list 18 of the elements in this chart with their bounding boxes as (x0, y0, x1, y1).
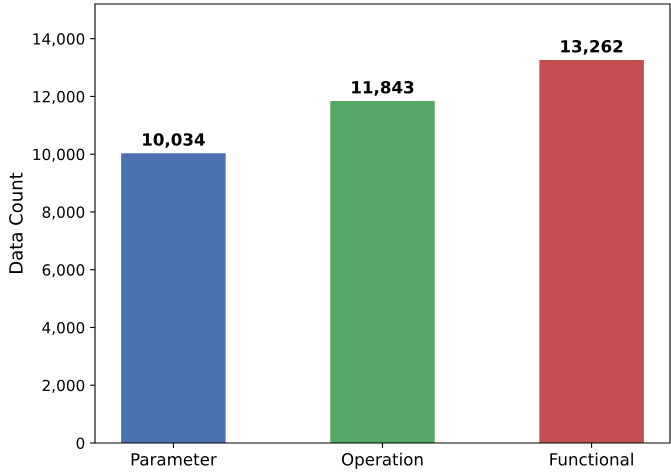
data-label: 13,262 (561, 40, 622, 55)
bar (121, 153, 226, 443)
y-tick-label: 12,000 (34, 90, 84, 104)
y-tick-label: 4,000 (42, 322, 84, 336)
y-tick-label: 14,000 (34, 33, 84, 46)
y-tick-label: 6,000 (42, 264, 84, 278)
x-tick-label: Functional (550, 452, 633, 466)
y-tick-label: 10,000 (34, 148, 84, 162)
y-tick-label: 2,000 (42, 380, 84, 393)
x-tick-label: Operation (342, 452, 423, 469)
y-axis-title: Data Count (9, 172, 23, 273)
y-tick-label: 0 (76, 437, 84, 450)
data-label: 10,034 (143, 133, 205, 148)
bar (330, 100, 435, 443)
bar (539, 60, 644, 443)
data-label: 11,843 (352, 80, 414, 96)
x-tick-label: Parameter (132, 453, 217, 466)
y-tick-label: 8,000 (42, 206, 84, 220)
